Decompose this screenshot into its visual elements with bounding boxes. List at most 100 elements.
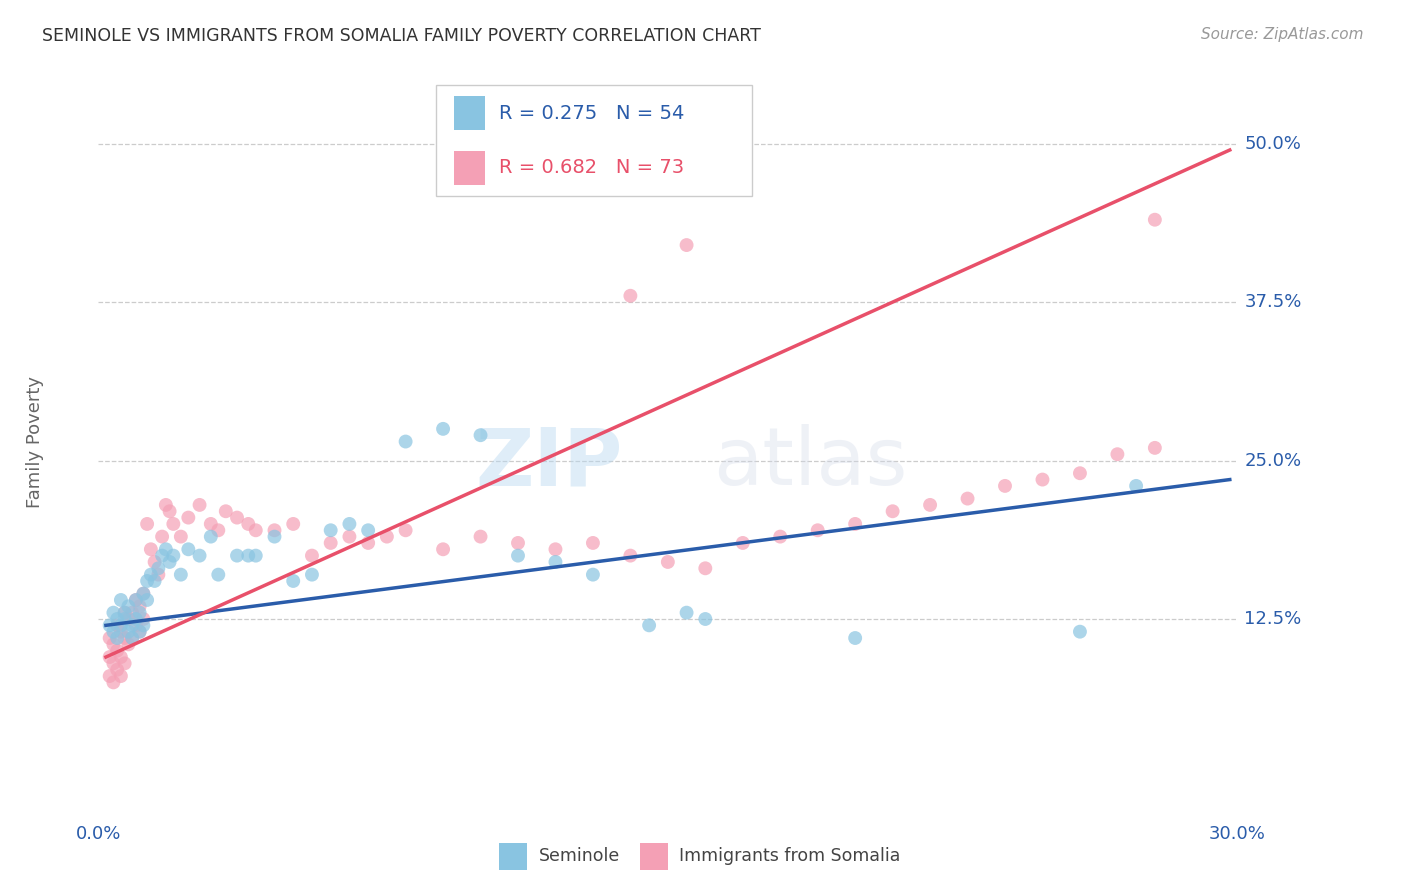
Point (207, 567, 229, 582)
Point (238, 549, 260, 563)
Point (110, 593, 132, 607)
Point (103, 657, 125, 671)
Point (695, 561, 717, 575)
Point (105, 663, 128, 677)
Point (159, 555, 181, 569)
Point (132, 587, 155, 601)
Text: atlas: atlas (713, 425, 908, 502)
Point (121, 618, 143, 632)
Point (110, 650, 132, 665)
Text: ZIP: ZIP (475, 425, 623, 502)
Point (110, 624, 132, 639)
Point (114, 631, 136, 645)
Point (114, 657, 136, 671)
Point (301, 567, 323, 582)
Point (188, 498, 211, 512)
Point (301, 549, 323, 563)
Point (125, 593, 148, 607)
Point (1069, 467, 1091, 481)
Point (177, 542, 200, 557)
Text: 25.0%: 25.0% (1244, 451, 1302, 469)
Point (283, 574, 305, 588)
Point (121, 631, 143, 645)
Point (882, 504, 904, 518)
Point (1125, 479, 1147, 493)
Point (582, 536, 605, 550)
Point (98, 650, 121, 665)
Point (170, 530, 193, 544)
Point (188, 549, 211, 563)
Point (177, 510, 200, 524)
Point (638, 618, 661, 632)
Point (136, 574, 159, 588)
Point (132, 587, 155, 601)
Point (150, 549, 173, 563)
Point (1143, 441, 1166, 455)
Point (159, 504, 181, 518)
Point (245, 549, 267, 563)
Text: 30.0%: 30.0% (1209, 825, 1265, 843)
Point (582, 567, 605, 582)
Point (1143, 212, 1166, 227)
Point (432, 542, 454, 557)
Point (238, 516, 260, 531)
Point (110, 669, 132, 683)
Point (319, 536, 342, 550)
Point (394, 434, 416, 449)
Point (148, 561, 170, 575)
Point (544, 542, 567, 557)
Point (103, 624, 125, 639)
Point (657, 555, 679, 569)
Point (132, 618, 155, 632)
Point (162, 516, 184, 531)
Point (170, 567, 193, 582)
Point (121, 606, 143, 620)
Point (105, 643, 128, 657)
Point (675, 238, 697, 252)
Point (1031, 473, 1053, 487)
Point (731, 536, 754, 550)
Point (263, 523, 285, 537)
Point (844, 516, 866, 531)
Point (432, 422, 454, 436)
Point (245, 523, 267, 537)
Point (128, 606, 150, 620)
Text: 50.0%: 50.0% (1244, 135, 1301, 153)
Point (155, 542, 177, 557)
Point (339, 516, 361, 531)
Point (162, 549, 184, 563)
Point (105, 612, 128, 626)
Point (132, 612, 155, 626)
Point (105, 631, 128, 645)
Point (125, 593, 148, 607)
Point (114, 606, 136, 620)
Point (117, 599, 139, 614)
Point (357, 536, 380, 550)
Point (619, 289, 641, 303)
Point (103, 606, 125, 620)
Point (357, 523, 380, 537)
Point (125, 618, 148, 632)
Point (844, 631, 866, 645)
Point (103, 675, 125, 690)
Text: Immigrants from Somalia: Immigrants from Somalia (679, 847, 900, 865)
Point (994, 479, 1017, 493)
Point (200, 530, 222, 544)
Text: 0.0%: 0.0% (76, 825, 121, 843)
Text: R = 0.275   N = 54: R = 0.275 N = 54 (499, 103, 685, 123)
Point (143, 574, 166, 588)
Point (103, 637, 125, 651)
Point (506, 549, 529, 563)
Point (375, 530, 398, 544)
Point (117, 612, 139, 626)
Point (200, 516, 222, 531)
Point (98, 669, 121, 683)
Point (110, 618, 132, 632)
Point (807, 523, 830, 537)
Point (506, 536, 529, 550)
Point (394, 523, 416, 537)
Text: Source: ZipAtlas.com: Source: ZipAtlas.com (1201, 27, 1364, 42)
Point (226, 549, 249, 563)
Point (128, 624, 150, 639)
Point (544, 555, 567, 569)
